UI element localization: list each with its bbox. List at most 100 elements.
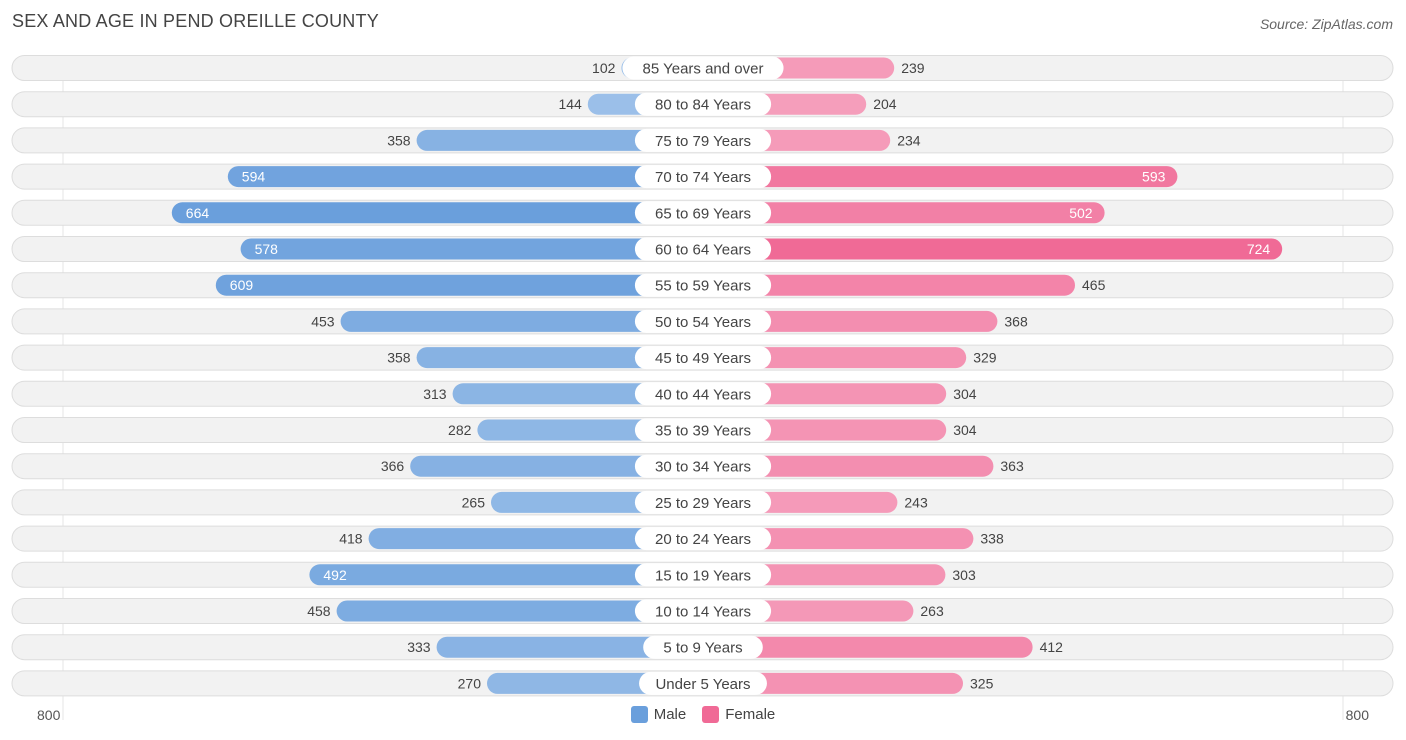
source-label: Source: ZipAtlas.com xyxy=(1259,16,1393,32)
value-label-male: 458 xyxy=(307,603,331,619)
bar-female xyxy=(703,238,1283,260)
category-label: 40 to 44 Years xyxy=(655,386,751,403)
category-label: 45 to 49 Years xyxy=(655,350,751,367)
bar-female xyxy=(703,274,1075,296)
category-label: 10 to 14 Years xyxy=(655,604,751,621)
bar-male xyxy=(416,129,703,151)
category-pill xyxy=(643,635,763,659)
legend-item-male[interactable]: Male xyxy=(630,706,687,723)
value-label-male: 366 xyxy=(381,458,405,474)
category-label: 75 to 79 Years xyxy=(655,133,751,150)
value-label-female: 724 xyxy=(1247,241,1271,257)
value-label-male: 333 xyxy=(407,639,431,655)
category-pill xyxy=(634,201,772,225)
legend: Male Female xyxy=(0,706,1406,723)
value-label-female: 325 xyxy=(970,675,994,691)
category-label: 85 Years and over xyxy=(643,61,764,78)
legend-swatch-male xyxy=(630,706,648,723)
bar-female xyxy=(703,310,998,332)
category-label: 5 to 9 Years xyxy=(663,640,742,657)
category-label: 55 to 59 Years xyxy=(655,278,751,295)
category-pill xyxy=(634,418,772,442)
value-label-male: 609 xyxy=(230,277,254,293)
category-pill xyxy=(634,92,772,116)
bar-female xyxy=(703,672,963,694)
category-pill xyxy=(634,346,772,370)
bar-female xyxy=(703,528,974,550)
value-label-male: 594 xyxy=(242,169,266,185)
value-label-female: 368 xyxy=(1004,313,1028,329)
bar-female xyxy=(703,202,1105,224)
value-label-female: 303 xyxy=(952,567,976,583)
bar-male xyxy=(240,238,703,260)
axis-label-right: 800 xyxy=(1345,707,1369,723)
value-label-male: 358 xyxy=(387,350,411,366)
bar-female xyxy=(703,166,1178,188)
value-label-female: 204 xyxy=(873,96,897,112)
legend-label-female: Female xyxy=(725,706,776,723)
category-pill xyxy=(634,273,772,297)
bar-male xyxy=(340,310,703,332)
value-label-female: 243 xyxy=(904,494,928,510)
category-pill xyxy=(634,563,772,587)
value-label-female: 412 xyxy=(1040,639,1064,655)
bar-male xyxy=(227,166,704,188)
category-label: 25 to 29 Years xyxy=(655,495,751,512)
value-label-male: 270 xyxy=(458,675,482,691)
value-label-male: 265 xyxy=(462,494,486,510)
category-label: 65 to 69 Years xyxy=(655,205,751,222)
category-pill xyxy=(634,382,772,406)
category-pill xyxy=(634,527,772,551)
bar-male xyxy=(410,455,703,477)
value-label-female: 304 xyxy=(953,422,977,438)
bar-male xyxy=(436,636,703,658)
value-label-male: 492 xyxy=(323,567,347,583)
value-label-male: 102 xyxy=(592,60,616,76)
category-label: 20 to 24 Years xyxy=(655,531,751,548)
value-label-male: 144 xyxy=(558,96,582,112)
value-label-male: 453 xyxy=(311,313,335,329)
category-label: 15 to 19 Years xyxy=(655,567,751,584)
value-label-female: 263 xyxy=(920,603,944,619)
value-label-female: 239 xyxy=(901,60,925,76)
value-label-male: 282 xyxy=(448,422,472,438)
legend-item-female[interactable]: Female xyxy=(702,706,775,723)
category-pill xyxy=(634,454,772,478)
category-pill xyxy=(634,237,772,261)
value-label-female: 465 xyxy=(1082,277,1106,293)
category-label: 35 to 39 Years xyxy=(655,423,751,440)
category-pill xyxy=(634,128,772,152)
bar-male xyxy=(416,347,703,369)
value-label-male: 313 xyxy=(423,386,447,402)
bar-male xyxy=(309,564,703,586)
category-pill xyxy=(639,671,767,695)
bar-female xyxy=(703,455,994,477)
value-label-female: 502 xyxy=(1069,205,1093,221)
legend-label-male: Male xyxy=(653,706,687,723)
category-pill xyxy=(634,490,772,514)
bar-male xyxy=(215,274,704,296)
category-label: 60 to 64 Years xyxy=(655,242,751,259)
legend-swatch-female xyxy=(702,706,720,723)
category-label: 80 to 84 Years xyxy=(655,97,751,114)
category-label: Under 5 Years xyxy=(655,676,750,693)
value-label-female: 304 xyxy=(953,386,977,402)
bar-male xyxy=(336,600,703,622)
bar-male xyxy=(368,528,703,550)
bar-female xyxy=(703,636,1033,658)
axis-label-left: 800 xyxy=(37,707,61,723)
value-label-male: 358 xyxy=(387,132,411,148)
category-pill xyxy=(634,165,772,189)
value-label-male: 578 xyxy=(255,241,279,257)
category-label: 30 to 34 Years xyxy=(655,459,751,476)
value-label-female: 329 xyxy=(973,350,997,366)
category-pill xyxy=(622,56,784,80)
bar-male xyxy=(171,202,704,224)
value-label-female: 363 xyxy=(1000,458,1024,474)
category-label: 50 to 54 Years xyxy=(655,314,751,331)
category-pill xyxy=(634,309,772,333)
value-label-male: 418 xyxy=(339,531,363,547)
value-label-female: 338 xyxy=(980,531,1004,547)
value-label-male: 664 xyxy=(186,205,210,221)
